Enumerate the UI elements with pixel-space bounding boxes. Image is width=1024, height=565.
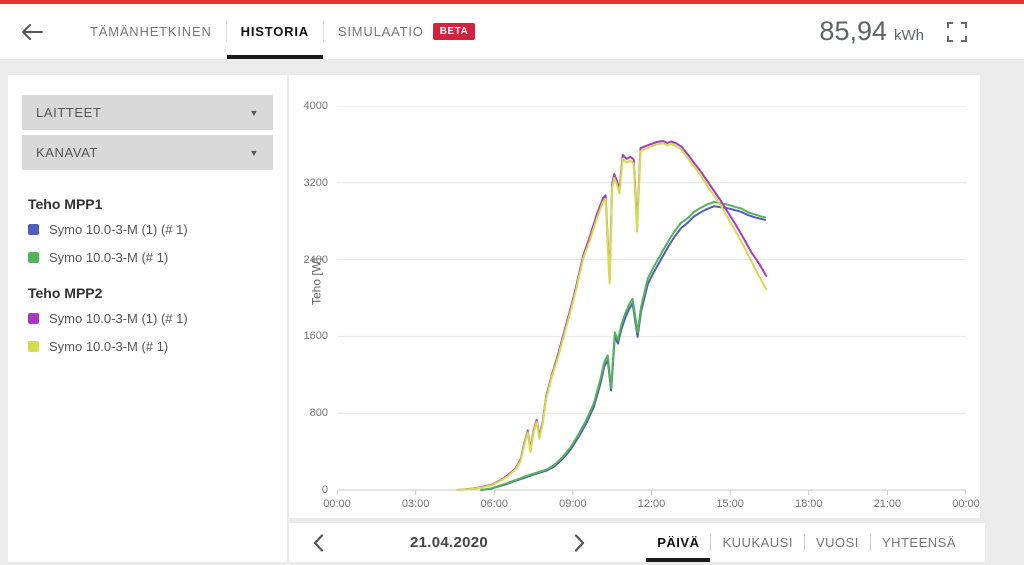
tab-label: TÄMÄNHETKINEN <box>90 24 212 39</box>
tab-historia[interactable]: HISTORIA <box>226 4 324 59</box>
x-tick-label: 21:00 <box>873 498 902 510</box>
back-arrow-icon <box>22 23 43 40</box>
view-label: YHTEENSÄ <box>881 535 956 550</box>
chart-legend: Teho MPP1 Symo 10.0-3-M (1) (# 1) Symo 1… <box>22 196 273 354</box>
legend-item-label: Symo 10.0-3-M (1) (# 1) <box>49 311 188 326</box>
chevron-down-icon: ▼ <box>249 147 259 158</box>
energy-value: 85,94 <box>819 16 887 46</box>
kanavat-dropdown[interactable]: KANAVAT ▼ <box>22 135 273 170</box>
x-tick-label: 09:00 <box>559 498 587 510</box>
x-tick-label: 00:00 <box>323 498 351 510</box>
y-tick-label: 2400 <box>303 253 328 266</box>
view-divider <box>710 534 712 551</box>
date-navigation-bar: 21.04.2020 PÄIVÄ KUUKAUSI VUOSI YHTEENSÄ <box>289 523 985 562</box>
header: TÄMÄNHETKINEN HISTORIA SIMULAATIO BETA 8… <box>0 4 1024 59</box>
x-tick-label: 06:00 <box>480 498 509 510</box>
selected-date: 21.04.2020 <box>409 534 489 551</box>
chevron-right-icon <box>574 533 585 552</box>
y-tick-label: 4000 <box>303 100 328 112</box>
power-line-chart[interactable] <box>337 106 966 496</box>
series-color-swatch <box>28 224 39 235</box>
chevron-down-icon: ▼ <box>249 107 259 118</box>
back-button[interactable] <box>16 18 48 46</box>
x-tick-label: 00:00 <box>952 498 980 510</box>
tab-tamanhetkinen[interactable]: TÄMÄNHETKINEN <box>76 4 226 59</box>
tab-label: HISTORIA <box>240 24 309 39</box>
next-day-button[interactable] <box>564 523 595 562</box>
prev-day-button[interactable] <box>303 523 334 562</box>
legend-item[interactable]: Symo 10.0-3-M (1) (# 1) <box>28 222 273 237</box>
view-label: PÄIVÄ <box>657 535 700 550</box>
fullscreen-button[interactable] <box>946 21 968 43</box>
legend-item[interactable]: Symo 10.0-3-M (# 1) <box>28 250 273 265</box>
view-label: KUUKAUSI <box>722 535 793 550</box>
x-tick-label: 12:00 <box>637 498 666 510</box>
legend-group-title: Teho MPP2 <box>28 285 103 301</box>
x-tick-label: 15:00 <box>716 498 744 510</box>
view-switcher: PÄIVÄ KUUKAUSI VUOSI YHTEENSÄ <box>646 523 967 562</box>
series-color-swatch <box>28 252 39 263</box>
tab-divider <box>225 21 227 42</box>
view-label: VUOSI <box>815 535 859 550</box>
legend-group-title: Teho MPP1 <box>28 196 103 212</box>
dropdown-label: LAITTEET <box>36 105 102 120</box>
view-divider <box>869 534 871 551</box>
view-kuukausi[interactable]: KUUKAUSI <box>711 523 803 562</box>
legend-item-label: Symo 10.0-3-M (1) (# 1) <box>49 222 188 237</box>
tab-divider <box>322 21 324 42</box>
y-tick-label: 3200 <box>303 176 328 189</box>
series-line-mpp1-symo-2 <box>480 201 766 491</box>
tab-simulaatio[interactable]: SIMULAATIO BETA <box>324 4 489 59</box>
x-tick-label: 03:00 <box>401 498 430 510</box>
y-tick-label: 800 <box>309 407 328 420</box>
tab-label: SIMULAATIO <box>337 24 424 39</box>
fullscreen-icon <box>947 21 967 42</box>
chevron-left-icon <box>313 533 324 552</box>
view-divider <box>803 534 805 551</box>
x-tick-label: 18:00 <box>794 498 823 510</box>
legend-item-label: Symo 10.0-3-M (# 1) <box>49 250 169 265</box>
energy-total: 85,94 kWh <box>819 16 924 47</box>
view-vuosi[interactable]: VUOSI <box>805 523 870 562</box>
brand-accent-bar <box>0 0 1024 4</box>
series-color-swatch <box>28 341 39 352</box>
y-tick-label: 0 <box>321 484 328 496</box>
series-color-swatch <box>28 313 39 324</box>
main-tabs: TÄMÄNHETKINEN HISTORIA SIMULAATIO BETA <box>76 4 489 59</box>
y-tick-label: 1600 <box>303 330 328 343</box>
laitteet-dropdown[interactable]: LAITTEET ▼ <box>22 95 273 130</box>
legend-item[interactable]: Symo 10.0-3-M (1) (# 1) <box>28 311 273 326</box>
chart-card: Teho [W] 0 800 1600 2400 3200 4000 00:00 03:00… <box>289 75 980 518</box>
beta-badge: BETA <box>432 23 476 40</box>
sidebar: LAITTEET ▼ KANAVAT ▼ Teho MPP1 Symo 10.0… <box>8 75 287 562</box>
legend-item[interactable]: Symo 10.0-3-M (# 1) <box>28 339 273 354</box>
legend-item-label: Symo 10.0-3-M (# 1) <box>49 339 169 354</box>
view-paiva[interactable]: PÄIVÄ <box>646 523 711 562</box>
series-line-mpp2-symo-2 <box>456 142 768 491</box>
dropdown-label: KANAVAT <box>36 145 98 160</box>
energy-unit: kWh <box>894 27 924 44</box>
view-yhteensa[interactable]: YHTEENSÄ <box>871 523 967 562</box>
